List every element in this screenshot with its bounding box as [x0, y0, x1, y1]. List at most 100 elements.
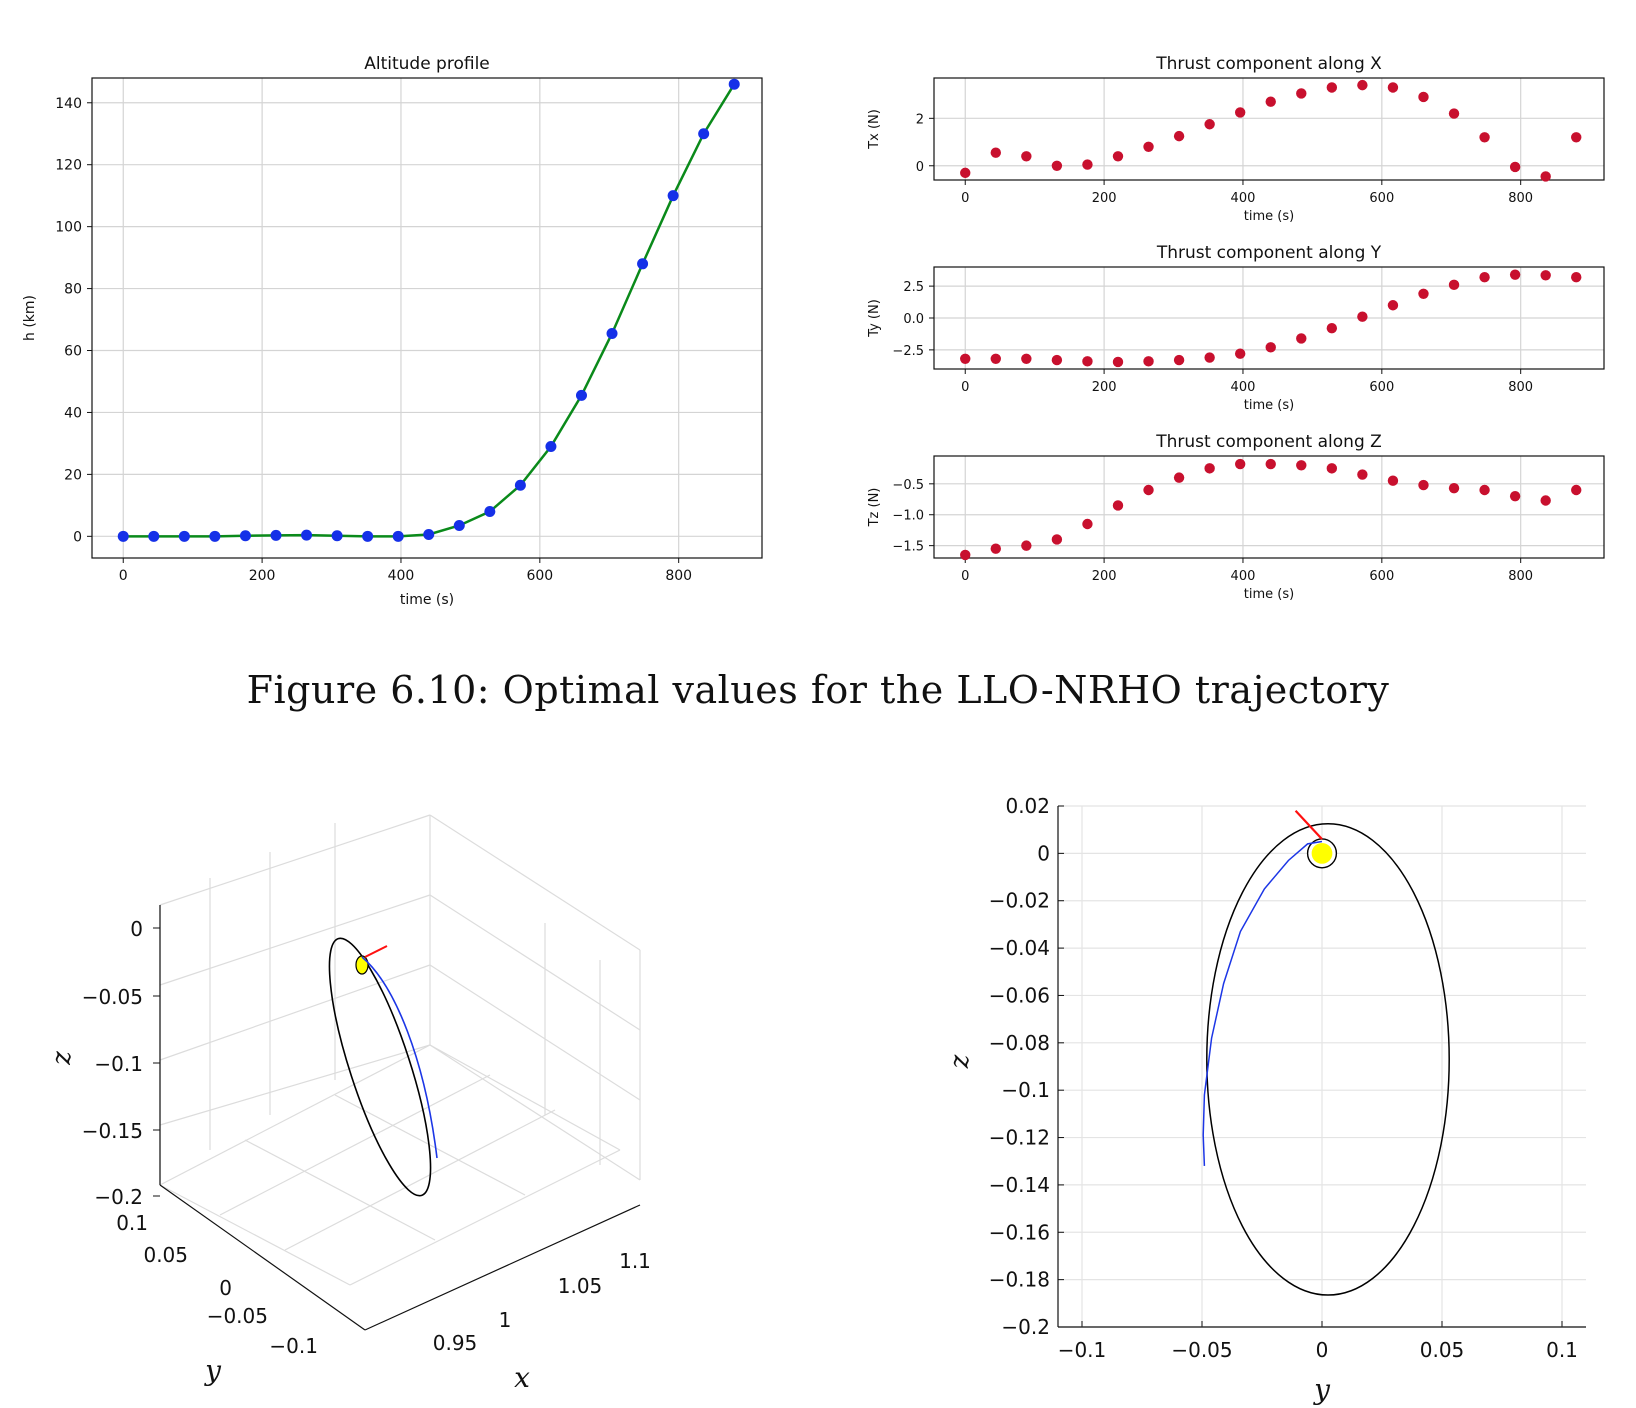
- thrust-point: [960, 353, 971, 364]
- 3d-gridline: [159, 894, 431, 986]
- thrust-point: [1448, 108, 1460, 119]
- x-tick-label: 0: [1316, 1338, 1329, 1362]
- llo-orbit-3d: [355, 955, 369, 975]
- 3d-gridline: [159, 1044, 431, 1186]
- x-axis-label: time (s): [400, 592, 454, 608]
- thrust-point: [1479, 272, 1490, 283]
- y-tick-label: −0.2: [1001, 1315, 1050, 1339]
- x-tick-label: 400: [1231, 569, 1256, 584]
- orbit-3d-chart: 0−0.05−0.1−0.15−0.20.10.050−0.05−0.1 0.95…: [47, 814, 651, 1394]
- transfer-arc: [1202, 840, 1323, 1166]
- x-tick-label: 0.05: [1420, 1338, 1465, 1362]
- x-tick-label: 1.1: [619, 1249, 651, 1273]
- thrust-point: [1051, 160, 1063, 171]
- x-tick-label: 1: [499, 1308, 512, 1332]
- x-tick-label: 600: [1369, 569, 1394, 584]
- x-axis-label: x: [514, 1361, 530, 1394]
- y-tick-label: 20: [64, 467, 82, 483]
- x-tick-label: 800: [1508, 380, 1533, 395]
- thrust-point: [1571, 484, 1582, 496]
- y-tick-label: 120: [55, 158, 82, 174]
- altitude-point: [117, 530, 129, 542]
- x-tick-label: 600: [1369, 380, 1394, 395]
- thrust-point: [1204, 463, 1215, 474]
- altitude-point: [637, 258, 649, 270]
- thrust-point: [1326, 82, 1338, 93]
- nrho-orbit: [1206, 823, 1450, 1296]
- thrust-point: [990, 353, 1001, 364]
- y-tick-label: −0.12: [989, 1126, 1050, 1150]
- z-tick-label: 0: [130, 917, 143, 941]
- thrust-point: [1021, 540, 1032, 551]
- z-tick-label: −0.05: [82, 985, 143, 1009]
- x-axis-label: time (s): [1244, 587, 1294, 602]
- y-tick-label: 40: [64, 405, 82, 421]
- thrust-point: [990, 543, 1001, 554]
- thrust-point: [1051, 534, 1063, 545]
- thrust-point: [1448, 482, 1460, 494]
- 3d-gridline: [159, 1184, 351, 1286]
- x-axis-label: time (s): [1244, 398, 1294, 413]
- altitude-point: [301, 529, 313, 541]
- altitude-point: [575, 389, 587, 401]
- z-tick-label: −0.1: [94, 1052, 143, 1076]
- x-tick-label: 0.95: [433, 1331, 478, 1355]
- altitude-chart: 0 200 400 600 800 0 20 40 60 80 100 120 140 Altitude …: [22, 54, 763, 608]
- altitude-point: [209, 530, 221, 542]
- x-tick-label: −0.05: [1171, 1338, 1232, 1362]
- 3d-gridline: [429, 964, 641, 1101]
- thrust-point: [1326, 463, 1338, 474]
- y-tick-label: 60: [64, 344, 82, 360]
- x-tick-label: 1.05: [558, 1274, 603, 1298]
- thrust-point: [1021, 353, 1032, 364]
- y-tick-label: −1.0: [892, 509, 924, 524]
- altitude-point: [728, 78, 740, 90]
- x-tick-label: 0: [961, 380, 969, 395]
- thrust-point: [1509, 490, 1521, 502]
- x-tick-label: 200: [249, 568, 276, 584]
- y-axis-label: y: [203, 1354, 222, 1387]
- y-tick-label: 0: [1037, 841, 1050, 865]
- thrust-arrow: [1294, 809, 1323, 840]
- x-tick-label: 200: [1092, 569, 1117, 584]
- y-tick-label: 0.02: [1005, 794, 1050, 818]
- x-tick-label: 800: [1508, 569, 1533, 584]
- y-tick-label: 0: [916, 160, 924, 175]
- thrust-z-chart: 0 200 400 600 800 −0.5 −1.0 −1.5 Thrust componen…: [867, 432, 1605, 602]
- 3d-gridline: [159, 814, 431, 906]
- 3d-gridline: [429, 1044, 621, 1151]
- thrust-point: [1082, 159, 1093, 170]
- thrust-point: [1509, 269, 1521, 280]
- x-tick-label: 200: [1092, 380, 1117, 395]
- x-tick-label: 600: [526, 568, 553, 584]
- altitude-point: [514, 479, 526, 491]
- orbit-yz-chart: −0.1 −0.05 0 0.05 0.1 0.02 0 −0.02 −0.04 −0.06 −0.…: [945, 794, 1586, 1406]
- thrust-point: [1143, 356, 1154, 367]
- thrust-point: [1265, 342, 1276, 353]
- thrust-point: [1051, 354, 1063, 366]
- z-tick-label: −0.2: [94, 1185, 143, 1209]
- y-tick-label: 140: [55, 96, 82, 112]
- altitude-line: [123, 83, 736, 538]
- altitude-point: [606, 327, 618, 339]
- y-tick-label: 0: [73, 529, 82, 545]
- 3d-gridline: [429, 894, 641, 1031]
- y-axis-label: Tz (N): [867, 488, 882, 528]
- x-tick-label: 400: [1231, 380, 1256, 395]
- 3d-gridline: [349, 1149, 621, 1286]
- thrust-point: [960, 167, 971, 179]
- thrust-point: [960, 549, 971, 561]
- thrust-point: [1296, 460, 1307, 471]
- y-tick-label: −0.02: [989, 889, 1050, 913]
- transfer-arc-3d: [361, 956, 438, 1159]
- thrust-point: [1387, 82, 1399, 93]
- altitude-point: [270, 529, 282, 541]
- y-tick-label: 2: [916, 112, 924, 127]
- x-tick-label: 800: [1508, 191, 1533, 206]
- x-tick-label: 600: [1369, 191, 1394, 206]
- thrust-point: [1112, 151, 1124, 162]
- chart-title: Thrust component along Z: [1155, 432, 1382, 452]
- x-tick-label: 0: [119, 568, 128, 584]
- x-tick-label: 0.1: [1546, 1338, 1578, 1362]
- thrust-point: [1143, 484, 1154, 496]
